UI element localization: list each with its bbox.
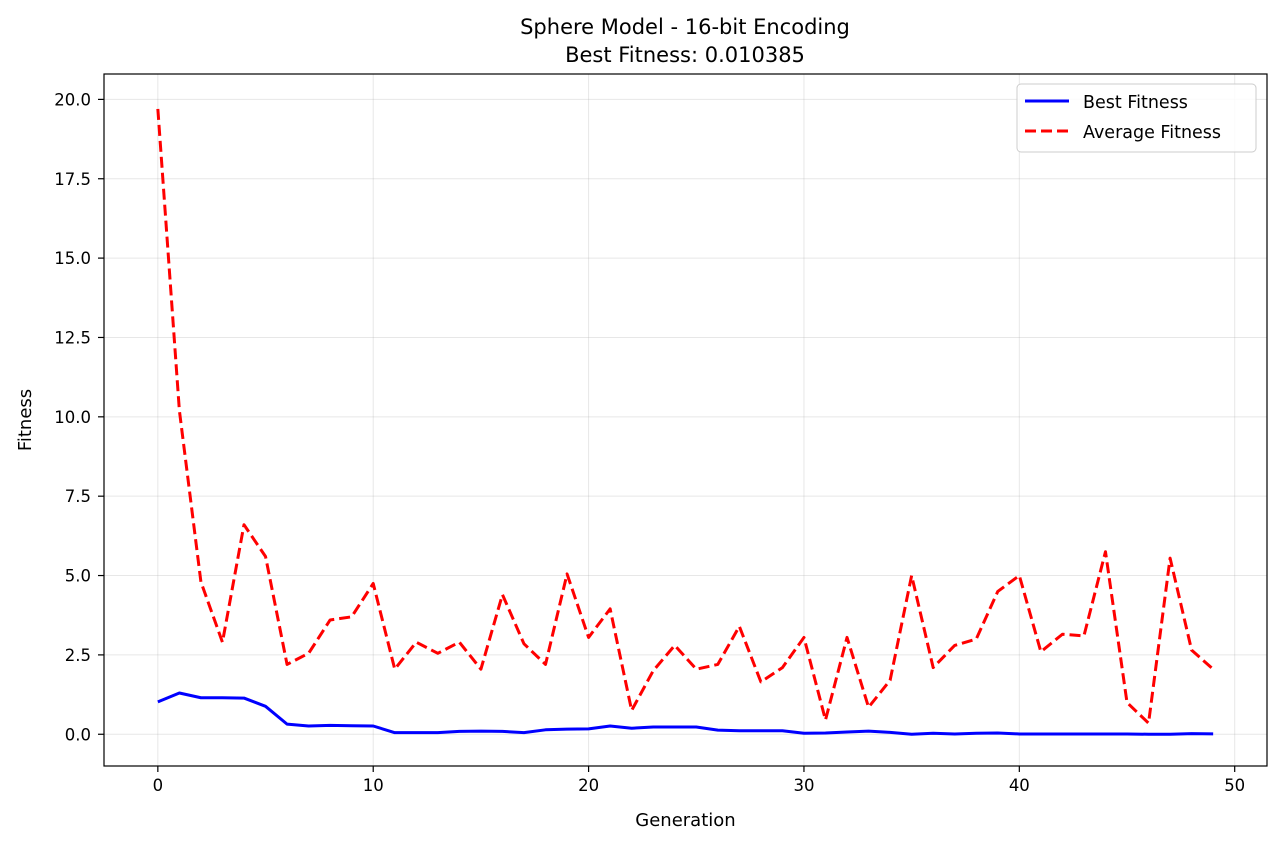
y-axis-label: Fitness (15, 389, 36, 451)
legend: Best Fitness Average Fitness (1016, 83, 1257, 153)
y-tick-label: 17.5 (54, 170, 91, 189)
x-tick-label: 30 (793, 776, 814, 795)
series-line-average-fitness (156, 108, 1215, 725)
x-tick-label: 10 (363, 776, 384, 795)
legend-label-best-fitness: Best Fitness (1083, 93, 1188, 113)
x-tick-label: 50 (1224, 776, 1245, 795)
y-tick-label: 20.0 (54, 90, 91, 109)
axis-ticks: 0 10 20 30 40 50 0.0 2.5 5.0 7.5 10.0 12.5 15.0 17.5 2… (54, 90, 1245, 795)
y-tick-label: 10.0 (54, 408, 91, 427)
x-axis-label: Generation (635, 810, 735, 831)
x-tick-label: 0 (153, 776, 164, 795)
x-tick-label: 40 (1009, 776, 1030, 795)
y-tick-label: 7.5 (65, 487, 91, 506)
legend-label-average-fitness: Average Fitness (1083, 123, 1221, 143)
y-tick-label: 12.5 (54, 328, 91, 347)
plot-area-frame (103, 73, 1268, 767)
x-tick-label: 20 (578, 776, 599, 795)
y-tick-label: 0.0 (65, 725, 91, 744)
chart-title: Sphere Model - 16-bit Encoding (520, 15, 850, 39)
chart-subtitle: Best Fitness: 0.010385 (565, 43, 805, 67)
legend-box (1016, 83, 1257, 153)
series-line-best-fitness (157, 691, 1214, 736)
y-tick-label: 2.5 (65, 646, 91, 665)
y-tick-label: 15.0 (54, 249, 91, 268)
y-tick-label: 5.0 (65, 567, 91, 586)
series-lines (156, 108, 1215, 736)
grid (104, 74, 1267, 766)
